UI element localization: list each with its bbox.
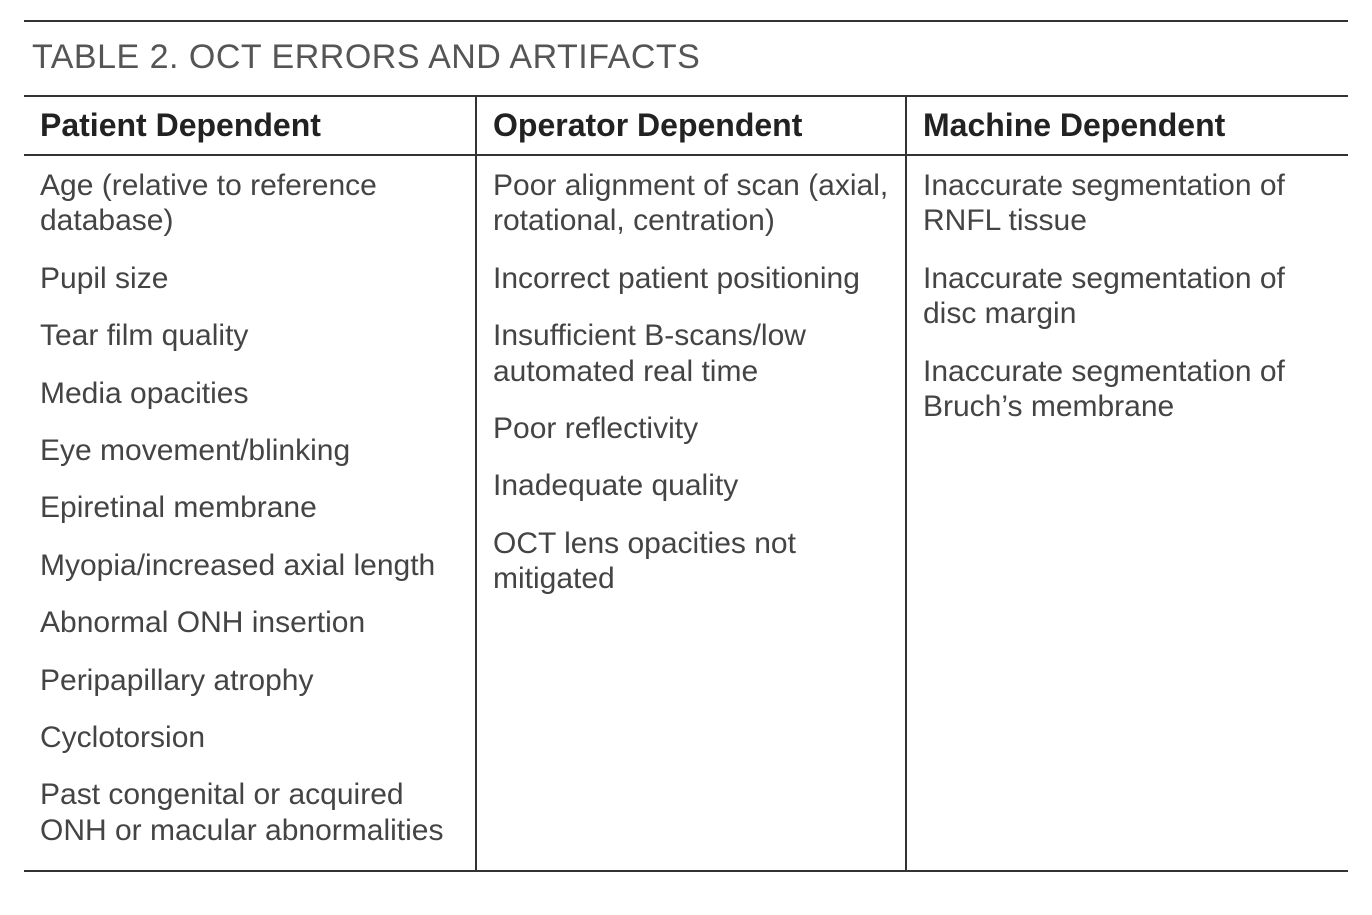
table-caption: TABLE 2. OCT ERRORS AND ARTIFACTS [24,22,1348,97]
list-item: Peripapillary atrophy [40,663,459,698]
list-item: Eye movement/blinking [40,433,459,468]
list-item: Inaccurate segmentation of Bruch’s membr… [923,354,1332,425]
list-item: Pupil size [40,261,459,296]
list-item: Poor alignment of scan (axial, rotationa… [493,168,889,239]
list-item: Incorrect patient positioning [493,261,889,296]
list-item: Media opacities [40,376,459,411]
oct-errors-table: TABLE 2. OCT ERRORS AND ARTIFACTS Patien… [24,20,1348,872]
list-item: Epiretinal membrane [40,490,459,525]
col-body-machine: Inaccurate segmentation of RNFL tissue I… [907,156,1348,870]
list-item: Myopia/increased axial length [40,548,459,583]
list-item: OCT lens opacities not mitigated [493,526,889,597]
list-item: Inaccurate segmentation of disc margin [923,261,1332,332]
list-item: Inaccurate segmentation of RNFL tissue [923,168,1332,239]
list-item: Tear film quality [40,318,459,353]
col-header-machine: Machine Dependent [907,97,1348,154]
table-body-row: Age (relative to reference database) Pup… [24,156,1348,870]
list-item: Past congenital or acquired ONH or macul… [40,777,459,848]
list-item: Inadequate quality [493,468,889,503]
list-item: Poor reflectivity [493,411,889,446]
list-item: Abnormal ONH insertion [40,605,459,640]
col-header-patient: Patient Dependent [24,97,477,154]
list-item: Cyclotorsion [40,720,459,755]
col-header-operator: Operator Dependent [477,97,907,154]
list-item: Insufficient B-scans/low automated real … [493,318,889,389]
list-item: Age (relative to reference database) [40,168,459,239]
col-body-operator: Poor alignment of scan (axial, rotationa… [477,156,907,870]
col-body-patient: Age (relative to reference database) Pup… [24,156,477,870]
table-header-row: Patient Dependent Operator Dependent Mac… [24,97,1348,156]
